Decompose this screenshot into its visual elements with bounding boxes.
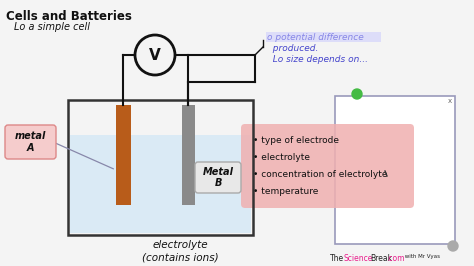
Circle shape <box>352 89 362 99</box>
Text: (contains ions): (contains ions) <box>142 252 219 262</box>
FancyBboxPatch shape <box>5 125 56 159</box>
Text: • concentration of electrolyte: • concentration of electrolyte <box>253 170 388 179</box>
Text: Break: Break <box>370 254 392 263</box>
Text: Lo a simple cell: Lo a simple cell <box>14 22 90 32</box>
Text: • electrolyte: • electrolyte <box>253 153 310 162</box>
FancyBboxPatch shape <box>116 105 131 205</box>
Text: Metal
B: Metal B <box>202 167 234 188</box>
Text: • temperature: • temperature <box>253 187 319 196</box>
Text: with Mr Vyas: with Mr Vyas <box>403 254 440 259</box>
FancyBboxPatch shape <box>241 124 414 208</box>
Text: The: The <box>330 254 344 263</box>
Text: .com: .com <box>386 254 404 263</box>
FancyBboxPatch shape <box>335 96 455 244</box>
Text: Cells and Batteries: Cells and Batteries <box>6 10 132 23</box>
Text: V: V <box>149 48 161 63</box>
Text: metal
A: metal A <box>15 131 46 153</box>
Text: Science: Science <box>344 254 374 263</box>
FancyBboxPatch shape <box>182 105 195 205</box>
Text: o potential difference: o potential difference <box>267 33 364 42</box>
Text: produced.: produced. <box>267 44 319 53</box>
Text: • type of electrode: • type of electrode <box>253 136 339 145</box>
FancyBboxPatch shape <box>195 162 241 193</box>
Text: electrolyte: electrolyte <box>153 240 208 250</box>
FancyBboxPatch shape <box>266 32 381 42</box>
Text: Lo size depends on...: Lo size depends on... <box>267 55 368 64</box>
Text: x: x <box>448 98 452 104</box>
Circle shape <box>448 241 458 251</box>
Circle shape <box>135 35 175 75</box>
FancyBboxPatch shape <box>70 135 251 233</box>
